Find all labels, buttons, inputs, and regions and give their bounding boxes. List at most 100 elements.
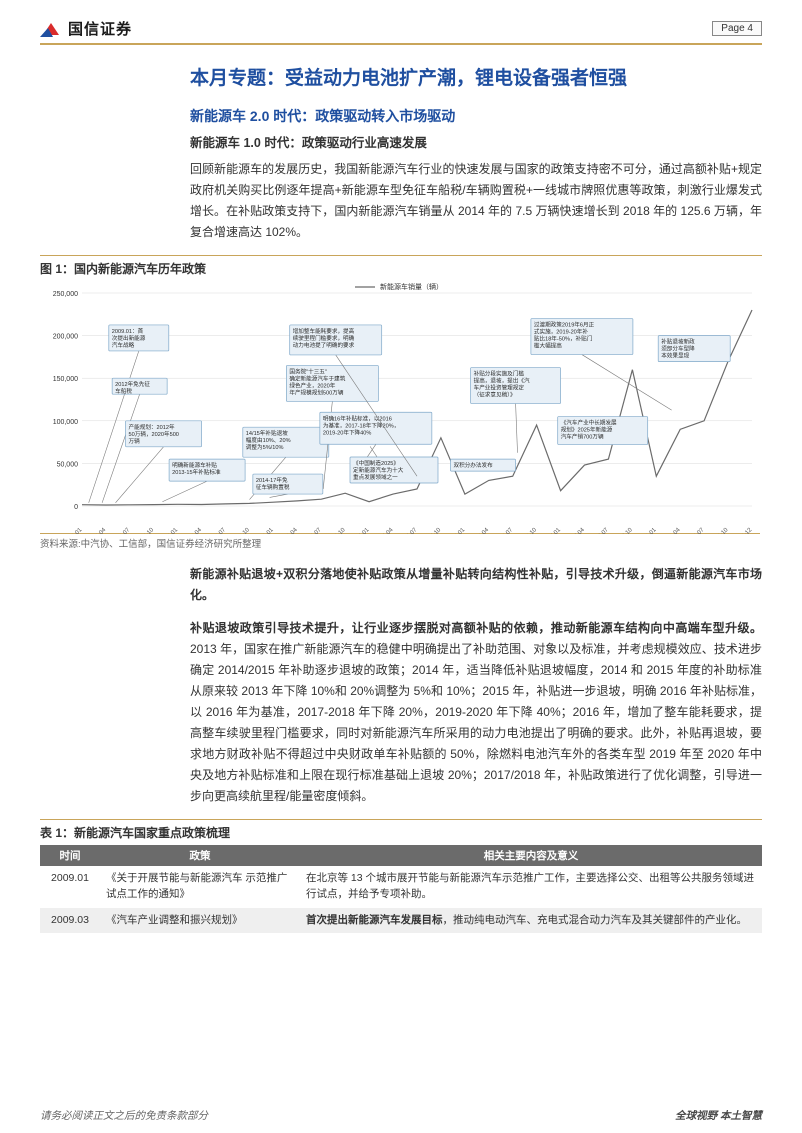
section-subheading-era1: 新能源车 1.0 时代：政策驱动行业高速发展 — [190, 132, 762, 151]
svg-text:2016-04: 2016-04 — [470, 527, 490, 534]
svg-text:槛大幅提高: 槛大幅提高 — [534, 342, 562, 350]
figure1-chart: 新能源车销量（辆） 0 50,000 100,000 150,000 200,000 250… — [40, 279, 760, 534]
table1-caption: 表 1：新能源汽车国家重点政策梳理 — [40, 819, 762, 841]
svg-text:150,000: 150,000 — [53, 376, 78, 383]
company-name: 国信证券 — [68, 18, 132, 39]
svg-text:2015-04: 2015-04 — [375, 527, 395, 534]
svg-text:补贴退坡新政: 补贴退坡新政 — [661, 338, 695, 346]
svg-text:万辆: 万辆 — [129, 437, 141, 445]
svg-text:次提出新能源: 次提出新能源 — [112, 334, 146, 342]
svg-text:2013-07: 2013-07 — [207, 527, 227, 534]
svg-text:《汽车产业中长期发展: 《汽车产业中长期发展 — [561, 419, 617, 427]
svg-text:（征求意见稿）》: （征求意见稿）》 — [474, 391, 516, 399]
svg-text:2012-07: 2012-07 — [111, 527, 131, 534]
section-heading-era2: 新能源车 2.0 时代：政策驱动转入市场驱动 — [190, 106, 762, 126]
svg-text:汽车战略: 汽车战略 — [112, 341, 135, 349]
svg-text:产能规划：2012年: 产能规划：2012年 — [129, 423, 175, 431]
table1-col-policy: 政策 — [100, 845, 300, 866]
paragraph-subsidy-body: 2013 年，国家在推广新能源汽车的稳健中明确提出了补助范围、对象以及标准，并考… — [190, 642, 762, 803]
svg-text:定新能源汽车为十大: 定新能源汽车为十大 — [353, 466, 404, 474]
footer-slogan: 全球视野 本土智慧 — [675, 1108, 762, 1123]
paragraph-subsidy-lead: 补贴退坡政策引导技术提升，让行业逐步摆脱对高额补贴的依赖，推动新能源车结构向中高… — [190, 621, 762, 635]
svg-text:2013-04: 2013-04 — [183, 527, 203, 534]
footer-disclaimer: 请务必阅读正文之后的免责条款部分 — [40, 1108, 208, 1123]
cell-time: 2009.01 — [40, 866, 100, 908]
svg-text:0: 0 — [74, 504, 78, 511]
svg-text:明确16年补贴标准，以2016: 明确16年补贴标准，以2016 — [323, 414, 392, 422]
svg-text:汽车产销700万辆: 汽车产销700万辆 — [561, 433, 604, 441]
cell-desc: 首次提出新能源汽车发展目标，推动纯电动汽车、充电式混合动力汽车及其关键部件的产业… — [300, 908, 762, 934]
svg-text:本效果显现: 本效果显现 — [661, 352, 689, 360]
svg-text:2012-04: 2012-04 — [88, 527, 108, 534]
table-row: 2009.01《关于开展节能与新能源汽车 示范推广试点工作的通知》在北京等 13… — [40, 866, 762, 908]
svg-text:2015-07: 2015-07 — [399, 527, 419, 534]
svg-text:200,000: 200,000 — [53, 334, 78, 341]
svg-text:国务院"十三五": 国务院"十三五" — [289, 367, 327, 375]
svg-text:2018-10: 2018-10 — [710, 527, 730, 534]
svg-text:2015-10: 2015-10 — [423, 527, 443, 534]
page-footer: 请务必阅读正文之后的免责条款部分 全球视野 本土智慧 — [40, 1108, 762, 1123]
cell-policy: 《关于开展节能与新能源汽车 示范推广试点工作的通知》 — [100, 866, 300, 908]
svg-text:贴比18年-50%，补贴门: 贴比18年-50%，补贴门 — [534, 335, 593, 343]
svg-text:过渡期政策2019年6月正: 过渡期政策2019年6月正 — [534, 321, 595, 329]
figure1-source: 资料来源:中汽协、工信部，国信证券经济研究所整理 — [40, 536, 762, 550]
cell-time: 2009.03 — [40, 908, 100, 934]
svg-text:100,000: 100,000 — [53, 419, 78, 426]
svg-text:2013-10: 2013-10 — [231, 527, 251, 534]
svg-text:2019-20年下降40%: 2019-20年下降40% — [323, 428, 372, 436]
cell-desc: 在北京等 13 个城市展开节能与新能源汽车示范推广工作，主要选择公交、出租等公共… — [300, 866, 762, 908]
svg-text:车产业投资管理规定: 车产业投资管理规定 — [474, 384, 525, 392]
table1-col-desc: 相关主要内容及意义 — [300, 845, 762, 866]
svg-text:明确新能源车补贴: 明确新能源车补贴 — [172, 461, 217, 469]
paragraph-intro: 回顾新能源车的发展历史，我国新能源汽车行业的快速发展与国家的政策支持密不可分，通… — [190, 159, 762, 243]
svg-text:增加整车能耗要求，提高: 增加整车能耗要求，提高 — [293, 327, 355, 335]
svg-text:50,000: 50,000 — [57, 461, 79, 468]
svg-text:补贴分段实施及门槛: 补贴分段实施及门槛 — [474, 370, 525, 378]
svg-text:2014-07: 2014-07 — [303, 527, 323, 534]
svg-text:确定新能源汽车于建筑: 确定新能源汽车于建筑 — [289, 374, 345, 382]
svg-text:2012年免先征: 2012年免先征 — [115, 380, 150, 388]
table1-col-time: 时间 — [40, 845, 100, 866]
svg-text:2014-04: 2014-04 — [279, 527, 299, 534]
svg-text:新能源车销量（辆）: 新能源车销量（辆） — [380, 282, 443, 291]
svg-text:《中国制造2025》: 《中国制造2025》 — [353, 459, 399, 467]
svg-text:幅度由10%、20%: 幅度由10%、20% — [246, 436, 291, 444]
svg-text:2014-10: 2014-10 — [327, 527, 347, 534]
table1-header-row: 时间 政策 相关主要内容及意义 — [40, 845, 762, 866]
svg-text:2017-10: 2017-10 — [614, 527, 634, 534]
svg-text:2009.01：首: 2009.01：首 — [112, 327, 144, 335]
figure1-svg: 新能源车销量（辆） 0 50,000 100,000 150,000 200,000 250… — [40, 279, 760, 534]
logo-block: 国信证券 — [40, 18, 132, 39]
paragraph-subsidy-detail: 补贴退坡政策引导技术提升，让行业逐步摆脱对高额补贴的依赖，推动新能源车结构向中高… — [190, 618, 762, 807]
svg-text:年产规模规划500万辆: 年产规模规划500万辆 — [289, 388, 343, 396]
svg-text:2014-17年免: 2014-17年免 — [256, 476, 288, 484]
svg-text:50万辆，2020年500: 50万辆，2020年500 — [129, 430, 179, 438]
table-row: 2009.03《汽车产业调整和振兴规划》首次提出新能源汽车发展目标，推动纯电动汽… — [40, 908, 762, 934]
svg-text:2012-10: 2012-10 — [135, 527, 155, 534]
page-title: 本月专题：受益动力电池扩产潮，锂电设备强者恒强 — [190, 63, 762, 90]
svg-text:2014-01: 2014-01 — [255, 527, 275, 534]
svg-text:14/15年补贴退坡: 14/15年补贴退坡 — [246, 429, 288, 437]
svg-text:2013-15年补贴标准: 2013-15年补贴标准 — [172, 468, 221, 476]
svg-text:250,000: 250,000 — [53, 291, 78, 298]
svg-text:动力电池提了明确的要求: 动力电池提了明确的要求 — [293, 341, 355, 349]
svg-text:规划》2025年新能源: 规划》2025年新能源 — [561, 426, 613, 434]
table1: 时间 政策 相关主要内容及意义 2009.01《关于开展节能与新能源汽车 示范推… — [40, 845, 762, 933]
paragraph-policy-shift: 新能源补贴退坡+双积分落地使补贴政策从增量补贴转向结构性补贴，引导技术升级，倒逼… — [190, 564, 762, 606]
svg-text:调整为5%/10%: 调整为5%/10% — [246, 443, 284, 451]
svg-text:式实施，2019-20年补: 式实施，2019-20年补 — [534, 328, 588, 336]
svg-text:2018-04: 2018-04 — [662, 527, 682, 534]
svg-text:绿色产业，2020年: 绿色产业，2020年 — [289, 381, 335, 389]
svg-text:2016-10: 2016-10 — [518, 527, 538, 534]
page-header: 国信证券 Page 4 — [40, 18, 762, 45]
svg-text:征车辆购置税: 征车辆购置税 — [256, 483, 290, 491]
svg-text:2016-01: 2016-01 — [446, 527, 466, 534]
svg-text:2018-01: 2018-01 — [638, 527, 658, 534]
page-number-badge: Page 4 — [712, 21, 762, 36]
cell-policy: 《汽车产业调整和振兴规划》 — [100, 908, 300, 934]
svg-text:须部分车型降: 须部分车型降 — [661, 345, 695, 353]
svg-text:2018-07: 2018-07 — [686, 527, 706, 534]
svg-text:重点发展领域之一: 重点发展领域之一 — [353, 473, 398, 481]
svg-text:2017-04: 2017-04 — [566, 527, 586, 534]
figure1-caption: 图 1：国内新能源汽车历年政策 — [40, 255, 762, 277]
